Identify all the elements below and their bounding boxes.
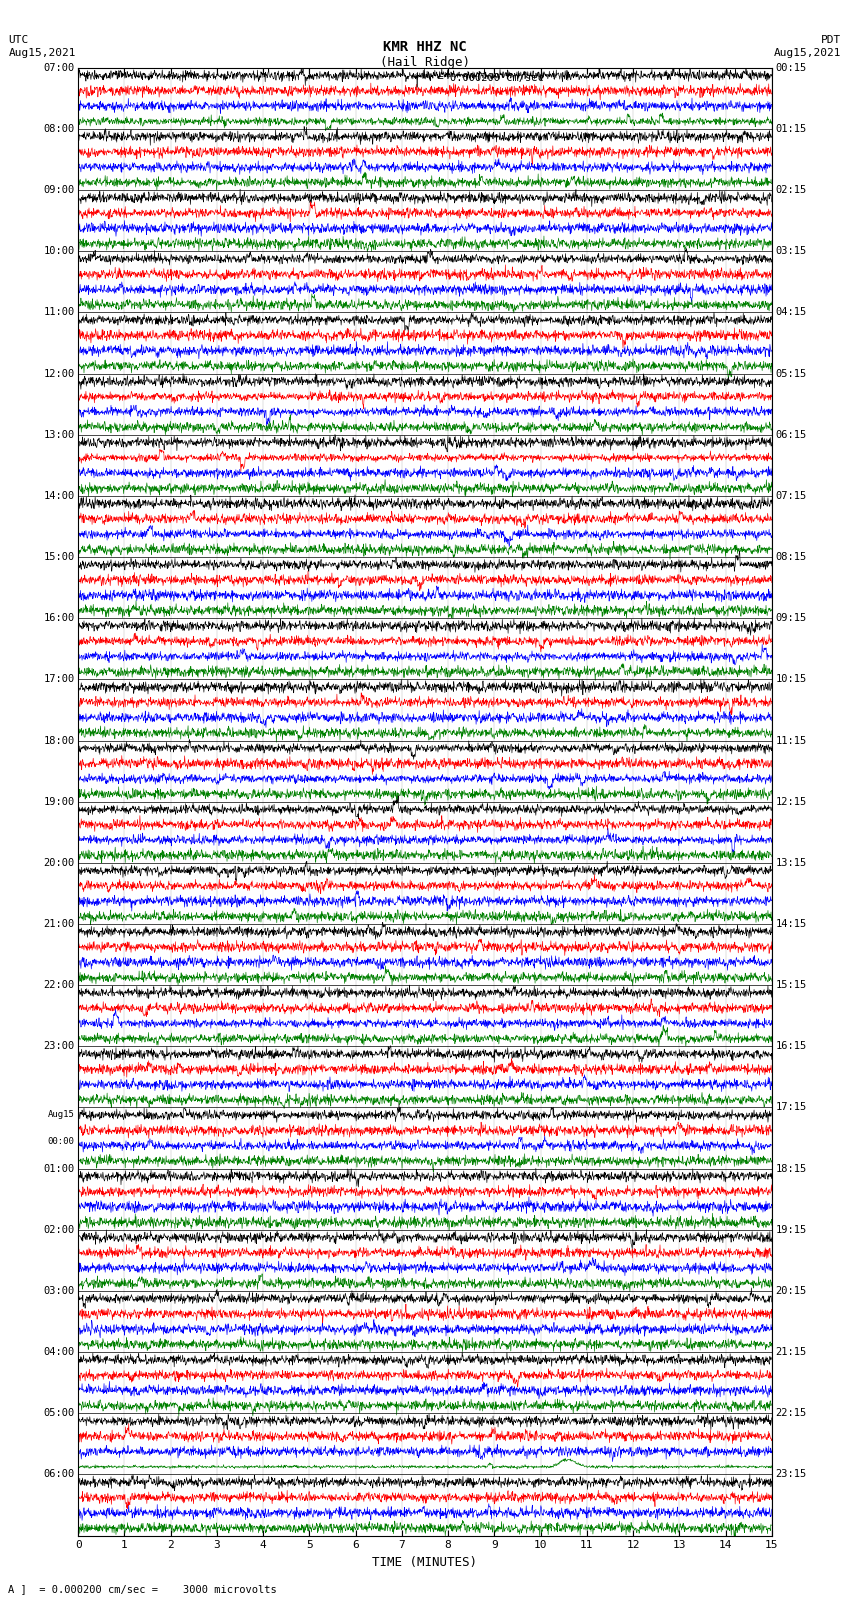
Text: PDT: PDT	[821, 35, 842, 45]
Text: 16:15: 16:15	[775, 1042, 807, 1052]
Text: 03:15: 03:15	[775, 247, 807, 256]
Text: 02:00: 02:00	[43, 1224, 75, 1236]
Text: 04:15: 04:15	[775, 308, 807, 318]
Text: 14:15: 14:15	[775, 919, 807, 929]
Text: 19:15: 19:15	[775, 1224, 807, 1236]
Text: Aug15,2021: Aug15,2021	[774, 48, 842, 58]
Text: 15:15: 15:15	[775, 981, 807, 990]
Text: 01:00: 01:00	[43, 1163, 75, 1174]
Text: 00:00: 00:00	[48, 1137, 75, 1145]
Text: 18:15: 18:15	[775, 1163, 807, 1174]
Text: 23:15: 23:15	[775, 1469, 807, 1479]
Text: 19:00: 19:00	[43, 797, 75, 806]
Text: 10:15: 10:15	[775, 674, 807, 684]
Text: 20:15: 20:15	[775, 1286, 807, 1295]
Text: 22:00: 22:00	[43, 981, 75, 990]
Text: 10:00: 10:00	[43, 247, 75, 256]
Text: 15:00: 15:00	[43, 552, 75, 561]
Text: 03:00: 03:00	[43, 1286, 75, 1295]
Text: 02:15: 02:15	[775, 185, 807, 195]
Text: 01:15: 01:15	[775, 124, 807, 134]
Text: UTC: UTC	[8, 35, 29, 45]
Text: = 0.000200 cm/sec: = 0.000200 cm/sec	[425, 73, 544, 82]
Text: 07:00: 07:00	[43, 63, 75, 73]
Text: 11:00: 11:00	[43, 308, 75, 318]
Text: 14:00: 14:00	[43, 490, 75, 502]
Text: (Hail Ridge): (Hail Ridge)	[380, 56, 470, 69]
Text: 12:00: 12:00	[43, 368, 75, 379]
Text: 11:15: 11:15	[775, 736, 807, 745]
Text: 04:00: 04:00	[43, 1347, 75, 1357]
Text: 07:15: 07:15	[775, 490, 807, 502]
Text: 18:00: 18:00	[43, 736, 75, 745]
Text: 08:00: 08:00	[43, 124, 75, 134]
Text: Aug15: Aug15	[48, 1110, 75, 1119]
Text: 05:15: 05:15	[775, 368, 807, 379]
Text: 12:15: 12:15	[775, 797, 807, 806]
Text: |: |	[412, 73, 421, 87]
Text: 22:15: 22:15	[775, 1408, 807, 1418]
Text: 06:15: 06:15	[775, 429, 807, 440]
X-axis label: TIME (MINUTES): TIME (MINUTES)	[372, 1557, 478, 1569]
Text: 21:00: 21:00	[43, 919, 75, 929]
Text: Aug15,2021: Aug15,2021	[8, 48, 76, 58]
Text: 17:00: 17:00	[43, 674, 75, 684]
Text: 23:00: 23:00	[43, 1042, 75, 1052]
Text: 17:15: 17:15	[775, 1102, 807, 1113]
Text: 20:00: 20:00	[43, 858, 75, 868]
Text: 05:00: 05:00	[43, 1408, 75, 1418]
Text: 13:15: 13:15	[775, 858, 807, 868]
Text: 06:00: 06:00	[43, 1469, 75, 1479]
Text: 09:00: 09:00	[43, 185, 75, 195]
Text: 00:15: 00:15	[775, 63, 807, 73]
Text: KMR HHZ NC: KMR HHZ NC	[383, 40, 467, 55]
Text: 13:00: 13:00	[43, 429, 75, 440]
Text: 08:15: 08:15	[775, 552, 807, 561]
Text: 09:15: 09:15	[775, 613, 807, 623]
Text: 16:00: 16:00	[43, 613, 75, 623]
Text: 21:15: 21:15	[775, 1347, 807, 1357]
Text: A ]  = 0.000200 cm/sec =    3000 microvolts: A ] = 0.000200 cm/sec = 3000 microvolts	[8, 1584, 277, 1594]
